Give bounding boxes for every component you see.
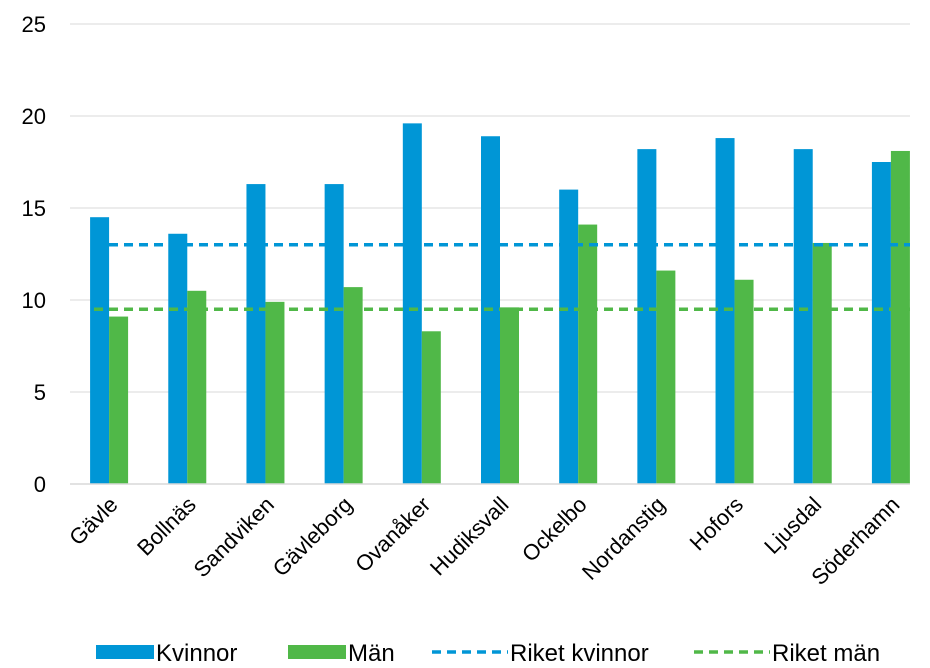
legend-label: Män <box>348 640 395 667</box>
bar-kvinnor <box>402 123 422 485</box>
x-tick-label: Ljusdal <box>759 492 826 559</box>
legend-item: Kvinnor <box>96 640 237 667</box>
bar-man <box>812 242 832 484</box>
y-tick-label: 0 <box>34 472 46 497</box>
bar-kvinnor <box>559 189 579 484</box>
bars <box>90 123 910 485</box>
legend-label: Riket män <box>772 640 880 667</box>
bar-kvinnor <box>715 138 735 484</box>
bar-man <box>734 279 754 484</box>
y-tick-label: 20 <box>22 104 46 129</box>
bar-man <box>421 331 441 484</box>
legend-item: Riket kvinnor <box>432 640 649 667</box>
bar-kvinnor <box>168 233 188 484</box>
bar-kvinnor <box>90 217 110 484</box>
bar-man <box>500 307 519 484</box>
bar-kvinnor <box>637 149 657 484</box>
x-tick-label: Hudiksvall <box>425 492 514 581</box>
y-tick-label: 25 <box>22 12 46 37</box>
y-axis-ticks: 0 5 10 15 20 25 <box>22 12 46 497</box>
bar-kvinnor <box>871 162 891 484</box>
x-tick-label: Bollnäs <box>132 492 201 561</box>
legend-item: Män <box>288 640 395 667</box>
legend-swatch <box>96 645 154 659</box>
bar-man <box>656 270 676 484</box>
x-tick-label: Ockelbo <box>517 492 592 567</box>
x-tick-label: Ovanåker <box>350 492 435 577</box>
x-tick-label: Gävleborg <box>268 492 357 581</box>
bar-man <box>343 287 363 484</box>
reference-lines <box>94 243 910 311</box>
bar-man <box>578 224 598 484</box>
legend-item: Riket män <box>694 640 880 667</box>
bar-kvinnor <box>793 149 813 484</box>
bar-man <box>265 301 285 484</box>
x-axis-ticks: Gävle BollnäsSandvikenGävleborgOvanåkerHu… <box>64 492 904 590</box>
legend-swatch <box>288 645 346 659</box>
bar-man <box>109 316 129 484</box>
y-tick-label: 10 <box>22 288 46 313</box>
bar-man <box>187 290 207 484</box>
legend-label: Kvinnor <box>156 640 237 667</box>
x-tick-label: Nordanstig <box>577 492 670 585</box>
x-tick-label: Sandviken <box>189 492 279 582</box>
bar-man <box>890 150 910 484</box>
bar-kvinnor <box>324 184 344 484</box>
y-tick-label: 5 <box>34 380 46 405</box>
x-tick-label: Hofors <box>685 492 748 555</box>
bar-kvinnor <box>246 184 266 484</box>
y-tick-label: 15 <box>22 196 46 221</box>
legend: Kvinnor Män Riket kvinnor Riket män <box>96 640 880 667</box>
legend-label: Riket kvinnor <box>510 640 649 667</box>
x-tick-label: Gävle <box>64 492 122 550</box>
